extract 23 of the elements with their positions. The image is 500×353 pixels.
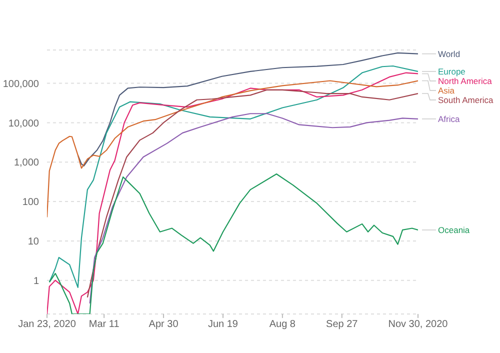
- line-series: [77, 52, 418, 166]
- x-tick-label: Nov 30, 2020: [388, 319, 448, 330]
- y-tick-label: 10,000: [8, 118, 40, 130]
- text: North America: [438, 76, 492, 86]
- x-tick-label: Apr 30: [148, 319, 179, 330]
- text: Europe: [438, 66, 466, 76]
- y-tick-label: 1,000: [14, 158, 40, 169]
- line-series: [48, 173, 418, 314]
- x-tick-label: Jun 19: [208, 319, 238, 330]
- text: South America: [438, 94, 494, 105]
- text: Africa: [438, 114, 460, 124]
- y-tick-label: 100: [22, 197, 40, 208]
- text: Asia: [438, 85, 455, 96]
- y-tick-label: 1: [33, 276, 40, 287]
- x-tick-label: Aug 8: [269, 319, 296, 330]
- line-series: [47, 80, 418, 218]
- x-tick-label: Sep 27: [326, 319, 358, 330]
- text: World: [438, 48, 460, 59]
- x-tick-label: Mar 11: [88, 319, 120, 330]
- text: Oceania: [438, 224, 470, 235]
- x-tick-label: Jan 23, 2020: [18, 319, 76, 330]
- y-tick-label: 100,000: [2, 78, 40, 90]
- y-tick-label: 10: [28, 236, 40, 248]
